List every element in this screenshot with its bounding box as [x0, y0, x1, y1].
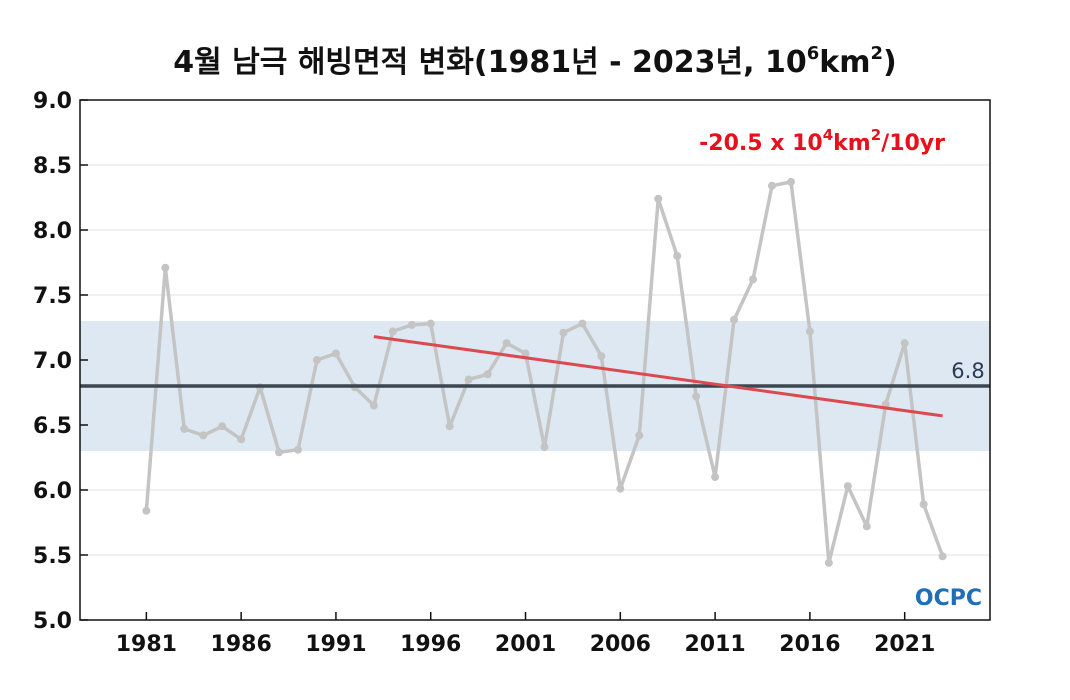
- data-point: [559, 328, 568, 337]
- x-tick-label: 2011: [684, 632, 745, 657]
- data-point: [237, 435, 246, 444]
- data-point: [862, 522, 871, 531]
- y-tick-label: 5.0: [33, 609, 72, 634]
- data-point: [654, 194, 663, 203]
- data-point: [312, 356, 321, 364]
- data-point: [673, 252, 682, 260]
- y-tick-label: 9.0: [33, 89, 72, 114]
- y-tick-label: 7.0: [33, 349, 72, 374]
- data-point: [749, 275, 758, 284]
- x-tick-label: 2001: [495, 632, 556, 657]
- data-point: [616, 484, 625, 493]
- data-point: [938, 552, 947, 561]
- series-layer: [142, 177, 947, 567]
- y-tick-label: 8.0: [33, 219, 72, 244]
- data-point: [180, 424, 189, 433]
- data-point: [464, 375, 473, 384]
- data-point: [521, 349, 530, 358]
- y-tick-label: 7.5: [33, 284, 72, 309]
- x-tick-label: 1996: [400, 632, 461, 657]
- data-point: [426, 319, 435, 328]
- y-axis-ticks: 5.0 5.5 6.0 6.5 7.0 7.5 8.0 8.5 9.0: [33, 89, 88, 634]
- data-point: [199, 431, 208, 440]
- trend-label: -20.5 x 104km2/10yr: [699, 126, 945, 156]
- data-point: [597, 352, 606, 361]
- x-tick-label: 2021: [874, 632, 935, 657]
- x-tick-label: 2006: [590, 632, 651, 657]
- data-point: [786, 177, 795, 186]
- data-point: [843, 482, 852, 491]
- data-point: [483, 370, 492, 379]
- data-point: [161, 263, 170, 272]
- mean-value-label: 6.8: [951, 359, 984, 383]
- x-tick-label: 1991: [305, 632, 366, 657]
- data-point: [730, 315, 739, 324]
- data-point: [502, 339, 511, 348]
- data-point: [578, 319, 587, 328]
- data-point: [388, 327, 397, 336]
- data-point: [711, 473, 720, 481]
- ocpc-logo-text: OCPC: [915, 586, 982, 611]
- data-point: [275, 448, 284, 457]
- data-point: [692, 392, 701, 401]
- data-point: [824, 558, 833, 567]
- chart-title: 4월 남극 해빙면적 변화(1981년 - 2023년, 106km2): [173, 43, 896, 80]
- y-tick-label: 6.0: [33, 479, 72, 504]
- y-tick-label: 6.5: [33, 414, 72, 439]
- data-point: [142, 506, 151, 515]
- trend-layer: [373, 335, 943, 418]
- data-point: [767, 181, 776, 190]
- x-tick-label: 1986: [211, 632, 272, 657]
- data-point: [919, 500, 928, 509]
- data-point: [900, 339, 909, 348]
- data-point: [635, 431, 644, 440]
- ocpc-logo: OCPC: [915, 586, 982, 611]
- data-point: [218, 422, 227, 431]
- data-point: [331, 349, 340, 358]
- x-tick-label: 2016: [779, 632, 840, 657]
- trend-line: [373, 335, 943, 418]
- data-point: [445, 422, 454, 431]
- data-point: [540, 443, 549, 452]
- x-axis-ticks: 1981 1986 1991 1996 2001 2006 2011 2016 2021: [116, 612, 935, 657]
- data-point: [805, 327, 814, 336]
- data-point: [294, 445, 303, 454]
- y-tick-label: 5.5: [33, 544, 72, 569]
- data-point: [407, 320, 416, 329]
- x-tick-label: 1981: [116, 632, 177, 657]
- y-tick-label: 8.5: [33, 154, 72, 179]
- data-point: [369, 401, 378, 410]
